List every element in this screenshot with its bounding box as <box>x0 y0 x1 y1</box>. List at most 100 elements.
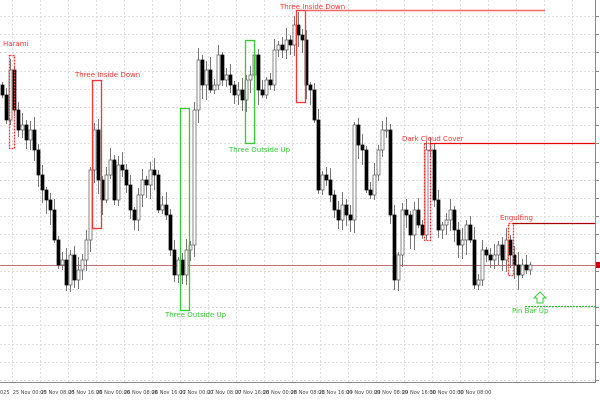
bear-candle <box>128 184 133 211</box>
bull-candle <box>424 149 429 236</box>
bull-candle <box>80 259 85 271</box>
bull-candle <box>60 259 65 266</box>
bull-candle <box>216 54 221 86</box>
bear-candle <box>64 259 69 286</box>
bull-candle <box>320 174 325 191</box>
time-axis-label: 28 Nov 08:00 <box>290 390 325 396</box>
bull-candle <box>400 209 405 256</box>
time-axis-label: 30 Nov 08:00 <box>457 390 492 396</box>
bull-candle <box>492 254 497 261</box>
bear-candle <box>256 54 261 91</box>
bear-candle <box>312 89 317 121</box>
pattern-label-engulfing: Engulfing <box>500 214 533 222</box>
time-axis-label: 26 Nov 16:00 <box>151 390 186 396</box>
bull-candle <box>104 174 109 201</box>
bear-candle <box>144 179 149 186</box>
bear-candle <box>0 84 5 96</box>
bull-candle <box>148 169 153 186</box>
bull-candle <box>140 179 145 196</box>
time-axis-label: 25 Nov 00:00 <box>12 390 47 396</box>
grid <box>0 0 595 382</box>
bull-candle <box>76 269 81 281</box>
bull-candle <box>440 224 445 231</box>
pattern-label-three-outside-up: Three Outside Up <box>165 311 227 319</box>
pattern-box <box>507 222 515 277</box>
pin-bar-up-arrow-icon <box>532 291 548 304</box>
pattern-label-three-inside-down: Three Inside Down <box>280 3 346 11</box>
pattern-box <box>8 54 16 150</box>
bear-candle <box>360 144 365 151</box>
bear-candle <box>468 224 473 241</box>
bear-candle <box>280 44 285 51</box>
bear-candle <box>180 259 185 276</box>
time-axis-label: 27 Nov 08:00 <box>207 390 242 396</box>
bull-candle <box>460 239 465 246</box>
bear-candle <box>484 249 489 256</box>
bull-candle <box>236 89 241 96</box>
bear-candle <box>268 79 273 86</box>
bear-candle <box>364 149 369 191</box>
bear-candle <box>4 94 9 121</box>
time-axis-label: 25 Nov 08:00 <box>40 390 75 396</box>
bear-candle <box>432 149 437 201</box>
current-price-marker <box>595 262 600 268</box>
bull-candle <box>108 159 113 176</box>
time-axis-label: 025 <box>0 390 10 396</box>
bull-candle <box>476 279 481 286</box>
bull-candle <box>284 39 289 51</box>
time-axis-label: 27 Nov 16:00 <box>235 390 269 396</box>
bull-candle <box>68 254 73 286</box>
bear-candle <box>24 124 29 141</box>
bear-candle <box>56 239 61 266</box>
bull-candle <box>204 69 209 86</box>
bear-candle <box>288 39 293 46</box>
bear-candle <box>508 239 513 256</box>
bull-candle <box>444 219 449 226</box>
time-axis-label: 28 Nov 16:00 <box>318 390 353 396</box>
bear-candle <box>328 179 333 196</box>
bear-candle <box>16 109 21 131</box>
bear-candle <box>512 254 517 266</box>
bear-candle <box>112 159 117 201</box>
bear-candle <box>420 224 425 236</box>
time-axis-label: 27 Nov 00:00 <box>179 390 214 396</box>
bull-candle <box>504 239 509 261</box>
bear-candle <box>404 209 409 216</box>
bear-candle <box>220 54 225 81</box>
pattern-label-harami: Harami <box>3 40 29 48</box>
bull-candle <box>160 204 165 211</box>
bull-candle <box>292 24 297 46</box>
bear-candle <box>316 119 321 191</box>
bear-candle <box>348 214 353 221</box>
bull-candle <box>92 129 97 171</box>
time-axis-label: 28 Nov 00:00 <box>263 390 297 396</box>
bull-candle <box>192 109 197 246</box>
bear-candle <box>200 59 205 86</box>
bull-candle <box>84 239 89 261</box>
bear-candle <box>120 164 125 171</box>
time-axis-label: 26 Nov 00:00 <box>96 390 130 396</box>
bull-candle <box>28 129 33 141</box>
bull-candle <box>276 44 281 51</box>
bear-candle <box>452 209 457 231</box>
bull-candle <box>464 224 469 241</box>
bull-candle <box>448 209 453 221</box>
bull-candle <box>396 254 401 281</box>
bull-candle <box>412 209 417 236</box>
bear-candle <box>152 169 157 176</box>
bear-candle <box>516 264 521 276</box>
bull-candle <box>116 164 121 201</box>
time-axis-label: 26 Nov 08:00 <box>124 390 158 396</box>
bull-candle <box>384 129 389 132</box>
bear-candle <box>296 24 301 36</box>
bull-candle <box>212 84 217 91</box>
bull-candle <box>480 249 485 281</box>
bull-candle <box>184 249 189 276</box>
time-axis-label: 25 Nov 16:00 <box>68 390 103 396</box>
bull-candle <box>352 124 357 221</box>
candles <box>0 12 533 292</box>
bull-candle <box>136 194 141 221</box>
bear-candle <box>40 174 45 191</box>
bear-candle <box>164 204 169 216</box>
